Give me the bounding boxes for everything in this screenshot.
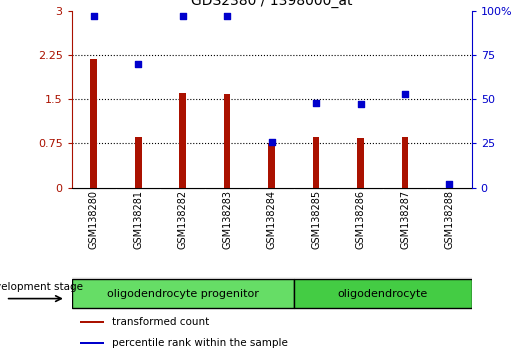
- Point: [267, 139, 276, 144]
- Bar: [80, 342, 103, 344]
- Bar: [135, 137, 142, 188]
- Title: GDS2380 / 1398000_at: GDS2380 / 1398000_at: [191, 0, 352, 8]
- Bar: [72, 280, 294, 308]
- Point: [356, 102, 365, 107]
- Point: [401, 91, 409, 97]
- Text: GSM138286: GSM138286: [356, 190, 366, 249]
- Point: [179, 13, 187, 19]
- Text: GSM138283: GSM138283: [222, 190, 232, 249]
- Text: GSM138280: GSM138280: [89, 190, 99, 249]
- Bar: [402, 137, 408, 188]
- Text: GSM138288: GSM138288: [445, 190, 454, 249]
- Text: oligodendrocyte progenitor: oligodendrocyte progenitor: [107, 289, 259, 299]
- Bar: [179, 93, 186, 188]
- Text: transformed count: transformed count: [112, 317, 209, 327]
- Bar: [224, 95, 231, 188]
- Text: GSM138284: GSM138284: [267, 190, 277, 249]
- Text: GSM138287: GSM138287: [400, 190, 410, 250]
- Bar: [268, 143, 275, 188]
- Bar: [91, 59, 97, 188]
- Text: GSM138285: GSM138285: [311, 190, 321, 250]
- Text: percentile rank within the sample: percentile rank within the sample: [112, 338, 287, 348]
- Bar: [80, 321, 103, 324]
- Point: [445, 181, 454, 187]
- Text: development stage: development stage: [0, 282, 83, 292]
- Point: [134, 61, 143, 67]
- Text: GSM138281: GSM138281: [133, 190, 143, 249]
- Point: [90, 13, 98, 19]
- Point: [223, 13, 232, 19]
- Bar: [446, 181, 453, 188]
- Bar: [294, 280, 472, 308]
- Text: GSM138282: GSM138282: [178, 190, 188, 250]
- Bar: [357, 138, 364, 188]
- Bar: [313, 137, 320, 188]
- Text: oligodendrocyte: oligodendrocyte: [338, 289, 428, 299]
- Point: [312, 100, 320, 105]
